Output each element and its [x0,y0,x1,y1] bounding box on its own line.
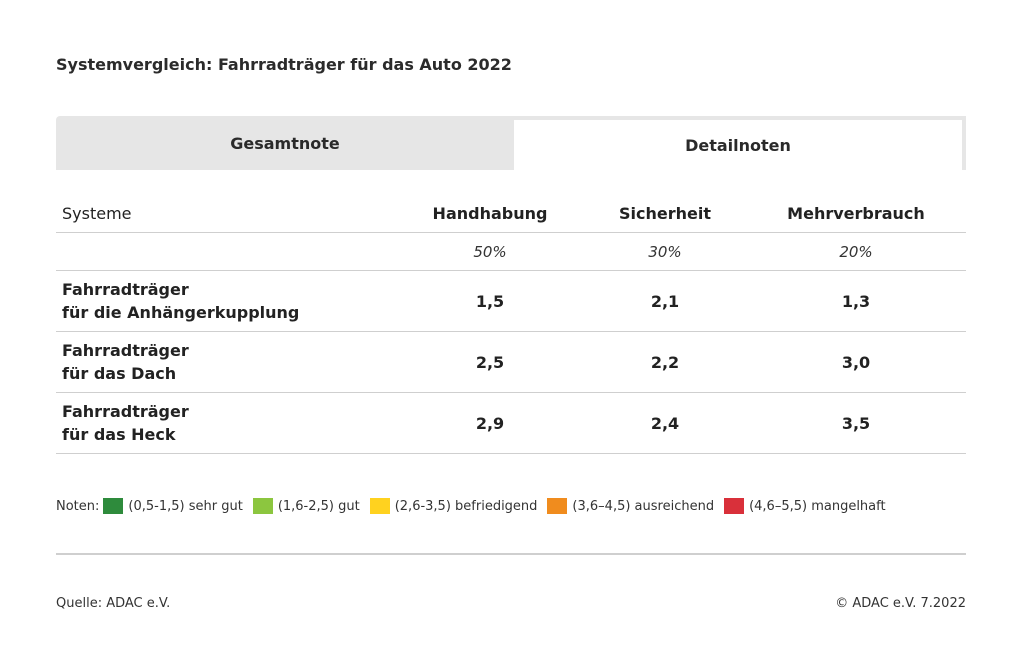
table-row: Fahrradträger für das Heck 2,9 2,4 3,5 [56,393,966,454]
legend-text: (0,5-1,5) sehr gut [128,498,243,514]
source-note: Quelle: ADAC e.V. [56,596,171,611]
grade-sicherheit: 2,1 [650,291,680,311]
legend-swatch-lightgreen [252,498,273,514]
legend-text: (3,6–4,5) ausreichend [572,498,715,514]
grade-sicherheit: 2,4 [650,413,680,433]
system-name-line1: Fahrradträger [62,341,189,360]
weight-handhabung: 50% [473,242,507,261]
column-header-systeme: Systeme [62,203,132,223]
tab-detailnoten[interactable]: Detailnoten [514,116,966,170]
system-name-line2: für das Heck [62,425,176,444]
legend-swatch-green [103,498,124,514]
legend-item-mangelhaft: (4,6–5,5) mangelhaft [724,498,886,514]
weight-mehrverbrauch: 20% [839,242,873,261]
system-name-line2: für die Anhängerkupplung [62,303,300,322]
column-header-sicherheit: Sicherheit [619,203,711,223]
row-system-label: Fahrradträger für das Heck [62,393,392,453]
table-row: Fahrradträger für die Anhängerkupplung 1… [56,271,966,332]
grade-mehrverbrauch: 3,5 [841,413,871,433]
grade-sicherheit: 2,2 [650,352,680,372]
page-title: Systemvergleich: Fahrradträger für das A… [56,55,512,74]
tab-bar: Gesamtnote Detailnoten [56,116,966,170]
legend-swatch-red [724,498,745,514]
grade-mehrverbrauch: 3,0 [841,352,871,372]
legend-label: Noten: [56,498,100,514]
system-name-line1: Fahrradträger [62,402,189,421]
legend-item-ausreichend: (3,6–4,5) ausreichend [547,498,714,514]
legend-item-gut: (1,6-2,5) gut [252,498,360,514]
grade-handhabung: 2,5 [475,352,505,372]
grade-legend: Noten: (0,5-1,5) sehr gut (1,6-2,5) gut … [56,496,966,516]
legend-swatch-yellow [369,498,390,514]
copyright-note: © ADAC e.V. 7.2022 [835,596,966,611]
legend-item-sehr-gut: (0,5-1,5) sehr gut [103,498,243,514]
system-name-line2: für das Dach [62,364,177,383]
grade-handhabung: 2,9 [475,413,505,433]
legend-swatch-orange [547,498,568,514]
weight-sicherheit: 30% [648,242,682,261]
grades-table: Systeme Handhabung Sicherheit Mehrverbra… [56,194,966,454]
legend-item-befriedigend: (2,6-3,5) befriedigend [369,498,538,514]
grade-mehrverbrauch: 1,3 [841,291,871,311]
tab-gesamtnote[interactable]: Gesamtnote [230,133,340,153]
column-header-mehrverbrauch: Mehrverbrauch [787,203,925,223]
legend-text: (2,6-3,5) befriedigend [394,498,538,514]
legend-text: (4,6–5,5) mangelhaft [749,498,886,514]
system-name-line1: Fahrradträger [62,280,189,299]
row-system-label: Fahrradträger für die Anhängerkupplung [62,271,392,331]
weights-row: 50% 30% 20% [56,233,966,271]
table-header-row: Systeme Handhabung Sicherheit Mehrverbra… [56,194,966,233]
column-header-handhabung: Handhabung [432,203,548,223]
row-system-label: Fahrradträger für das Dach [62,332,392,392]
grade-handhabung: 1,5 [475,291,505,311]
legend-text: (1,6-2,5) gut [277,498,360,514]
table-row: Fahrradträger für das Dach 2,5 2,2 3,0 [56,332,966,393]
footer-divider [56,553,966,555]
weight-empty [62,233,392,270]
